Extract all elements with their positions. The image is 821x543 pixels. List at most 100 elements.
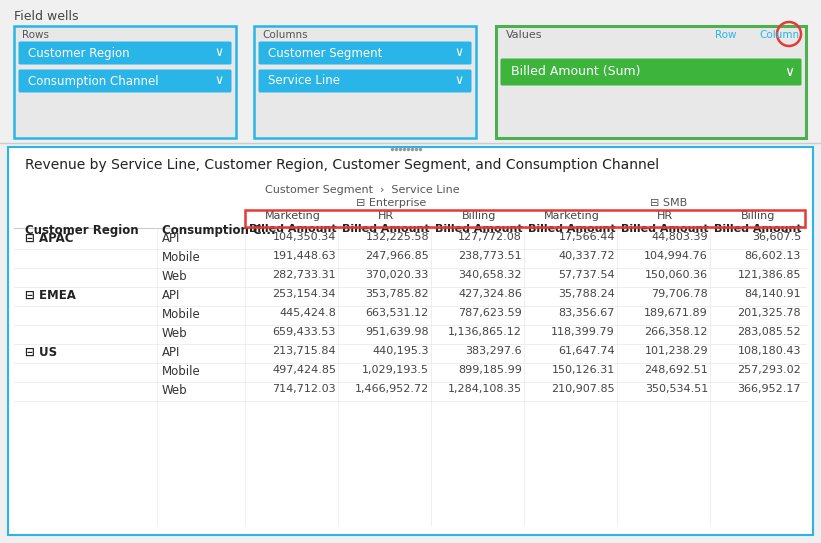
Text: 118,399.79: 118,399.79 (551, 327, 615, 337)
Text: 266,358.12: 266,358.12 (644, 327, 708, 337)
Text: Billed Amount: Billed Amount (714, 224, 802, 234)
Text: 36,607.5: 36,607.5 (752, 232, 801, 242)
Text: 86,602.13: 86,602.13 (745, 251, 801, 261)
FancyBboxPatch shape (259, 41, 471, 65)
Text: 282,733.31: 282,733.31 (273, 270, 336, 280)
Text: 383,297.6: 383,297.6 (466, 346, 522, 356)
Text: 108,180.43: 108,180.43 (737, 346, 801, 356)
Text: 132,225.58: 132,225.58 (365, 232, 429, 242)
Text: 659,433.53: 659,433.53 (273, 327, 336, 337)
Text: Billed Amount (Sum): Billed Amount (Sum) (511, 66, 640, 79)
Text: Columns: Columns (262, 30, 308, 40)
Text: Mobile: Mobile (162, 308, 201, 321)
Text: Row: Row (715, 30, 737, 40)
Text: 497,424.85: 497,424.85 (272, 365, 336, 375)
Text: 150,060.36: 150,060.36 (644, 270, 708, 280)
Text: 101,238.29: 101,238.29 (644, 346, 708, 356)
Text: 951,639.98: 951,639.98 (365, 327, 429, 337)
Text: Mobile: Mobile (162, 251, 201, 264)
Text: 366,952.17: 366,952.17 (737, 384, 801, 394)
Text: ⊟ EMEA: ⊟ EMEA (25, 289, 76, 302)
Text: Revenue by Service Line, Customer Region, Customer Segment, and Consumption Chan: Revenue by Service Line, Customer Region… (25, 158, 659, 172)
Text: ⊟ Enterprise: ⊟ Enterprise (356, 198, 426, 208)
Text: 440,195.3: 440,195.3 (373, 346, 429, 356)
Text: 201,325.78: 201,325.78 (737, 308, 801, 318)
Text: 44,803.39: 44,803.39 (651, 232, 708, 242)
Text: ⊟ SMB: ⊟ SMB (650, 198, 687, 208)
Text: HR: HR (657, 211, 673, 221)
Text: Web: Web (162, 384, 188, 397)
Text: 253,154.34: 253,154.34 (273, 289, 336, 299)
Text: 247,966.85: 247,966.85 (365, 251, 429, 261)
Text: 150,126.31: 150,126.31 (552, 365, 615, 375)
Text: Billing: Billing (461, 211, 496, 221)
Text: Customer Region: Customer Region (25, 224, 139, 237)
Text: 1,029,193.5: 1,029,193.5 (362, 365, 429, 375)
FancyBboxPatch shape (19, 41, 232, 65)
Text: Billed Amount: Billed Amount (342, 224, 430, 234)
Text: Billed Amount: Billed Amount (528, 224, 616, 234)
Bar (245, 210, 805, 227)
Text: ⊟ US: ⊟ US (25, 346, 57, 359)
Text: 714,712.03: 714,712.03 (273, 384, 336, 394)
Text: Rows: Rows (22, 30, 49, 40)
Text: 40,337.72: 40,337.72 (558, 251, 615, 261)
Text: 127,772.08: 127,772.08 (458, 232, 522, 242)
Text: 1,284,108.35: 1,284,108.35 (448, 384, 522, 394)
Text: 213,715.84: 213,715.84 (273, 346, 336, 356)
Text: 1,466,952.72: 1,466,952.72 (355, 384, 429, 394)
Text: 121,386.85: 121,386.85 (737, 270, 801, 280)
Text: HR: HR (378, 211, 394, 221)
Text: 353,785.82: 353,785.82 (365, 289, 429, 299)
Text: Billed Amount: Billed Amount (250, 224, 337, 234)
Text: Consumption C...: Consumption C... (162, 224, 276, 237)
Text: Customer Region: Customer Region (28, 47, 130, 60)
Text: Mobile: Mobile (162, 365, 201, 378)
Text: 61,647.74: 61,647.74 (558, 346, 615, 356)
Text: 238,773.51: 238,773.51 (458, 251, 522, 261)
Text: 257,293.02: 257,293.02 (737, 365, 801, 375)
Text: 787,623.59: 787,623.59 (458, 308, 522, 318)
Text: 248,692.51: 248,692.51 (644, 365, 708, 375)
Text: 445,424.8: 445,424.8 (279, 308, 336, 318)
Text: Billed Amount: Billed Amount (435, 224, 523, 234)
Text: ∨: ∨ (215, 47, 224, 60)
Text: Service Line: Service Line (268, 74, 340, 87)
Bar (8, 147, 813, 535)
Text: 79,706.78: 79,706.78 (651, 289, 708, 299)
FancyBboxPatch shape (496, 26, 806, 138)
Text: ∨: ∨ (455, 74, 464, 87)
Text: Customer Segment: Customer Segment (268, 47, 383, 60)
Text: Web: Web (162, 270, 188, 283)
FancyBboxPatch shape (259, 70, 471, 92)
Text: Values: Values (506, 30, 543, 40)
Text: Marketing: Marketing (544, 211, 600, 221)
Text: 1,136,865.12: 1,136,865.12 (448, 327, 522, 337)
Text: ∨: ∨ (784, 65, 794, 79)
Text: Billing: Billing (741, 211, 775, 221)
FancyBboxPatch shape (254, 26, 476, 138)
Text: Customer Segment  ›  Service Line: Customer Segment › Service Line (265, 185, 460, 195)
Text: 191,448.63: 191,448.63 (273, 251, 336, 261)
Bar (0, 0, 821, 148)
Text: 210,907.85: 210,907.85 (552, 384, 615, 394)
Text: 57,737.54: 57,737.54 (558, 270, 615, 280)
Text: 35,788.24: 35,788.24 (558, 289, 615, 299)
Text: 104,350.34: 104,350.34 (273, 232, 336, 242)
Text: 104,994.76: 104,994.76 (644, 251, 708, 261)
Text: 663,531.12: 663,531.12 (365, 308, 429, 318)
Text: ∨: ∨ (455, 47, 464, 60)
FancyBboxPatch shape (14, 26, 236, 138)
Text: ⊟ APAC: ⊟ APAC (25, 232, 74, 245)
Text: API: API (162, 289, 181, 302)
FancyBboxPatch shape (501, 59, 801, 85)
Text: API: API (162, 232, 181, 245)
Text: Field wells: Field wells (14, 10, 79, 23)
Text: 84,140.91: 84,140.91 (745, 289, 801, 299)
Text: Web: Web (162, 327, 188, 340)
Text: 899,185.99: 899,185.99 (458, 365, 522, 375)
Text: ∨: ∨ (215, 74, 224, 87)
Text: 340,658.32: 340,658.32 (458, 270, 522, 280)
Text: 83,356.67: 83,356.67 (558, 308, 615, 318)
FancyBboxPatch shape (19, 70, 232, 92)
